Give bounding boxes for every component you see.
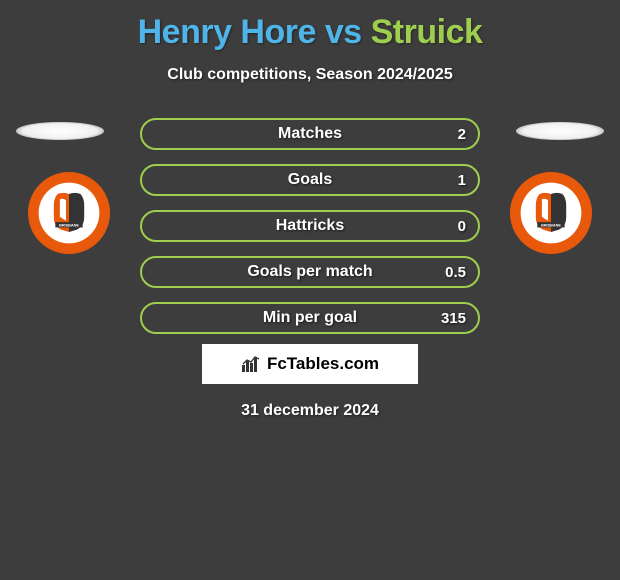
stat-right-value: 2: [458, 126, 466, 143]
player2-name: Struick: [371, 13, 483, 51]
stat-right-value: 315: [441, 310, 466, 327]
stat-row-hattricks: Hattricks 0: [140, 210, 480, 242]
player2-club-badge: BRISBANE: [510, 172, 592, 254]
brand-text: FcTables.com: [267, 354, 379, 374]
svg-text:BRISBANE: BRISBANE: [541, 224, 561, 228]
player1-shadow: [16, 122, 104, 140]
svg-text:BRISBANE: BRISBANE: [59, 224, 79, 228]
stat-right-value: 0: [458, 218, 466, 235]
stat-right-value: 0.5: [445, 264, 466, 281]
stat-right-value: 1: [458, 172, 466, 189]
stat-row-matches: Matches 2: [140, 118, 480, 150]
player2-shadow: [516, 122, 604, 140]
club-logo-icon: BRISBANE: [513, 175, 589, 251]
club-logo-icon: BRISBANE: [31, 175, 107, 251]
comparison-card: Henry Hore vs Struick Club competitions,…: [0, 0, 620, 420]
stat-label: Matches: [278, 125, 342, 143]
stats-list: Matches 2 Goals 1 Hattricks 0 Goals per …: [140, 118, 480, 348]
player1-name: Henry Hore: [138, 13, 316, 51]
stat-label: Goals: [288, 171, 332, 189]
stat-label: Min per goal: [263, 309, 357, 327]
stat-label: Goals per match: [247, 263, 372, 281]
stat-label: Hattricks: [276, 217, 344, 235]
subtitle: Club competitions, Season 2024/2025: [0, 66, 620, 84]
player1-club-badge: BRISBANE: [28, 172, 110, 254]
bar-chart-icon: [241, 355, 263, 373]
vs-text: vs: [325, 13, 362, 51]
stat-row-gpm: Goals per match 0.5: [140, 256, 480, 288]
brand-box[interactable]: FcTables.com: [202, 344, 418, 384]
date-text: 31 december 2024: [0, 402, 620, 420]
content-row: BRISBANE BRISBANE Matches 2 Goal: [0, 106, 620, 336]
stat-row-goals: Goals 1: [140, 164, 480, 196]
page-title: Henry Hore vs Struick: [0, 13, 620, 52]
stat-row-mpg: Min per goal 315: [140, 302, 480, 334]
